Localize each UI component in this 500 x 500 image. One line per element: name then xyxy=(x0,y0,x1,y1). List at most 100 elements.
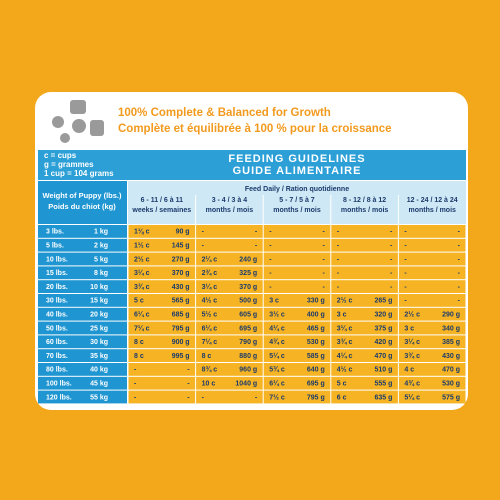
cups: 5½ c xyxy=(202,311,218,319)
grams: 420 g xyxy=(374,339,392,346)
banner-fr: GUIDE ALIMENTAIRE xyxy=(233,165,362,177)
data-cell xyxy=(128,238,196,252)
weight-cell xyxy=(38,294,127,307)
column-label: months / mois xyxy=(341,207,389,214)
grams: 375 g xyxy=(374,325,392,332)
data-cell xyxy=(331,390,398,404)
data-cell xyxy=(398,376,466,390)
cups: 3¾ c xyxy=(404,352,420,360)
data-cell xyxy=(196,294,263,307)
icons xyxy=(52,100,104,143)
grams: 385 g xyxy=(442,339,460,346)
grams: 575 g xyxy=(442,394,460,401)
cups: - xyxy=(404,256,407,263)
data-cell xyxy=(331,280,398,293)
grams: - xyxy=(255,229,258,236)
title-fr: Complète et équilibrée à 100 % pour la c… xyxy=(118,123,392,135)
cups: - xyxy=(404,284,407,291)
grams: - xyxy=(458,256,461,263)
cups: 8 c xyxy=(202,353,212,360)
data-cell xyxy=(398,307,466,321)
data-cell xyxy=(128,294,196,307)
data-cell xyxy=(263,294,331,307)
cups: 4¾ c xyxy=(404,380,420,388)
weight-kg: 20 kg xyxy=(90,312,108,319)
cups: - xyxy=(134,381,137,388)
data-cell xyxy=(398,321,466,335)
weight-kg: 8 kg xyxy=(94,270,108,277)
grams: 290 g xyxy=(442,312,460,319)
data-cell xyxy=(331,335,398,349)
data-cell xyxy=(196,280,263,293)
grams: 465 g xyxy=(307,325,325,332)
data-cell xyxy=(196,390,263,404)
grams: 430 g xyxy=(442,353,460,360)
data-cell xyxy=(263,349,331,362)
grams: - xyxy=(187,367,190,374)
data-cell xyxy=(128,335,196,349)
weight-kg: 1 kg xyxy=(94,229,108,236)
column-label: 12 - 24 / 12 à 24 xyxy=(407,197,458,204)
weight-cell xyxy=(38,376,127,390)
grams: - xyxy=(255,243,258,250)
data-cell xyxy=(196,307,263,321)
cups: 5¼ c xyxy=(269,352,285,360)
weight-kg: 30 kg xyxy=(90,339,108,346)
cups: - xyxy=(134,367,137,374)
data-cell xyxy=(128,321,196,335)
weight-kg: 35 kg xyxy=(90,353,108,360)
grams: 90 g xyxy=(176,229,190,236)
grams: 320 g xyxy=(374,312,392,319)
data-cell xyxy=(398,266,466,280)
grams: 635 g xyxy=(374,394,392,401)
grams: - xyxy=(458,243,461,250)
data-cell xyxy=(196,225,263,238)
cups: - xyxy=(404,229,407,236)
grams: 555 g xyxy=(374,381,392,388)
data-cell xyxy=(398,252,466,266)
legend-line: g = grammes xyxy=(44,160,94,169)
weight-kg: 10 kg xyxy=(90,284,108,291)
grams: 330 g xyxy=(307,298,325,305)
grams: - xyxy=(322,243,325,250)
cups: 5 c xyxy=(134,298,144,305)
weight-kg: 45 kg xyxy=(90,381,108,388)
data-cell xyxy=(196,335,263,349)
data-cell xyxy=(263,363,331,376)
cups: 3 c xyxy=(337,312,347,319)
group-header: Feed Daily / Ration quotidienne xyxy=(245,186,349,193)
grams: 790 g xyxy=(239,339,257,346)
weight-lbs: 10 lbs. xyxy=(46,256,68,263)
cups: 3 c xyxy=(269,298,279,305)
data-cell xyxy=(128,266,196,280)
column-label: 6 - 11 / 6 à 11 xyxy=(141,197,184,204)
cups: - xyxy=(337,270,340,277)
cups: - xyxy=(269,284,272,291)
grams: 960 g xyxy=(239,367,257,374)
data-cell xyxy=(263,225,331,238)
column-label: 8 - 12 / 8 à 12 xyxy=(343,197,386,204)
weight-kg: 55 kg xyxy=(90,394,108,401)
cups: 2½ c xyxy=(337,297,353,305)
grams: 145 g xyxy=(172,243,190,250)
data-cell xyxy=(263,252,331,266)
cups: 6¼ c xyxy=(134,311,150,319)
column-label: 5 - 7 / 5 à 7 xyxy=(279,197,315,204)
weight-kg: 2 kg xyxy=(94,243,108,250)
data-cell xyxy=(331,321,398,335)
weight-lbs: 5 lbs. xyxy=(46,243,64,250)
weight-lbs: 15 lbs. xyxy=(46,270,68,277)
grams: - xyxy=(322,229,325,236)
cups: 4½ c xyxy=(202,297,218,305)
cups: - xyxy=(404,270,407,277)
data-cell xyxy=(263,321,331,335)
weight-cell xyxy=(38,238,127,252)
grams: 325 g xyxy=(239,270,257,277)
grams: 370 g xyxy=(239,284,257,291)
weight-kg: 40 kg xyxy=(90,367,108,374)
legend-line: c = cups xyxy=(44,151,77,160)
cups: 3½ c xyxy=(269,311,285,319)
weight-lbs: 100 lbs. xyxy=(46,381,72,388)
cups: 10 c xyxy=(202,381,216,388)
